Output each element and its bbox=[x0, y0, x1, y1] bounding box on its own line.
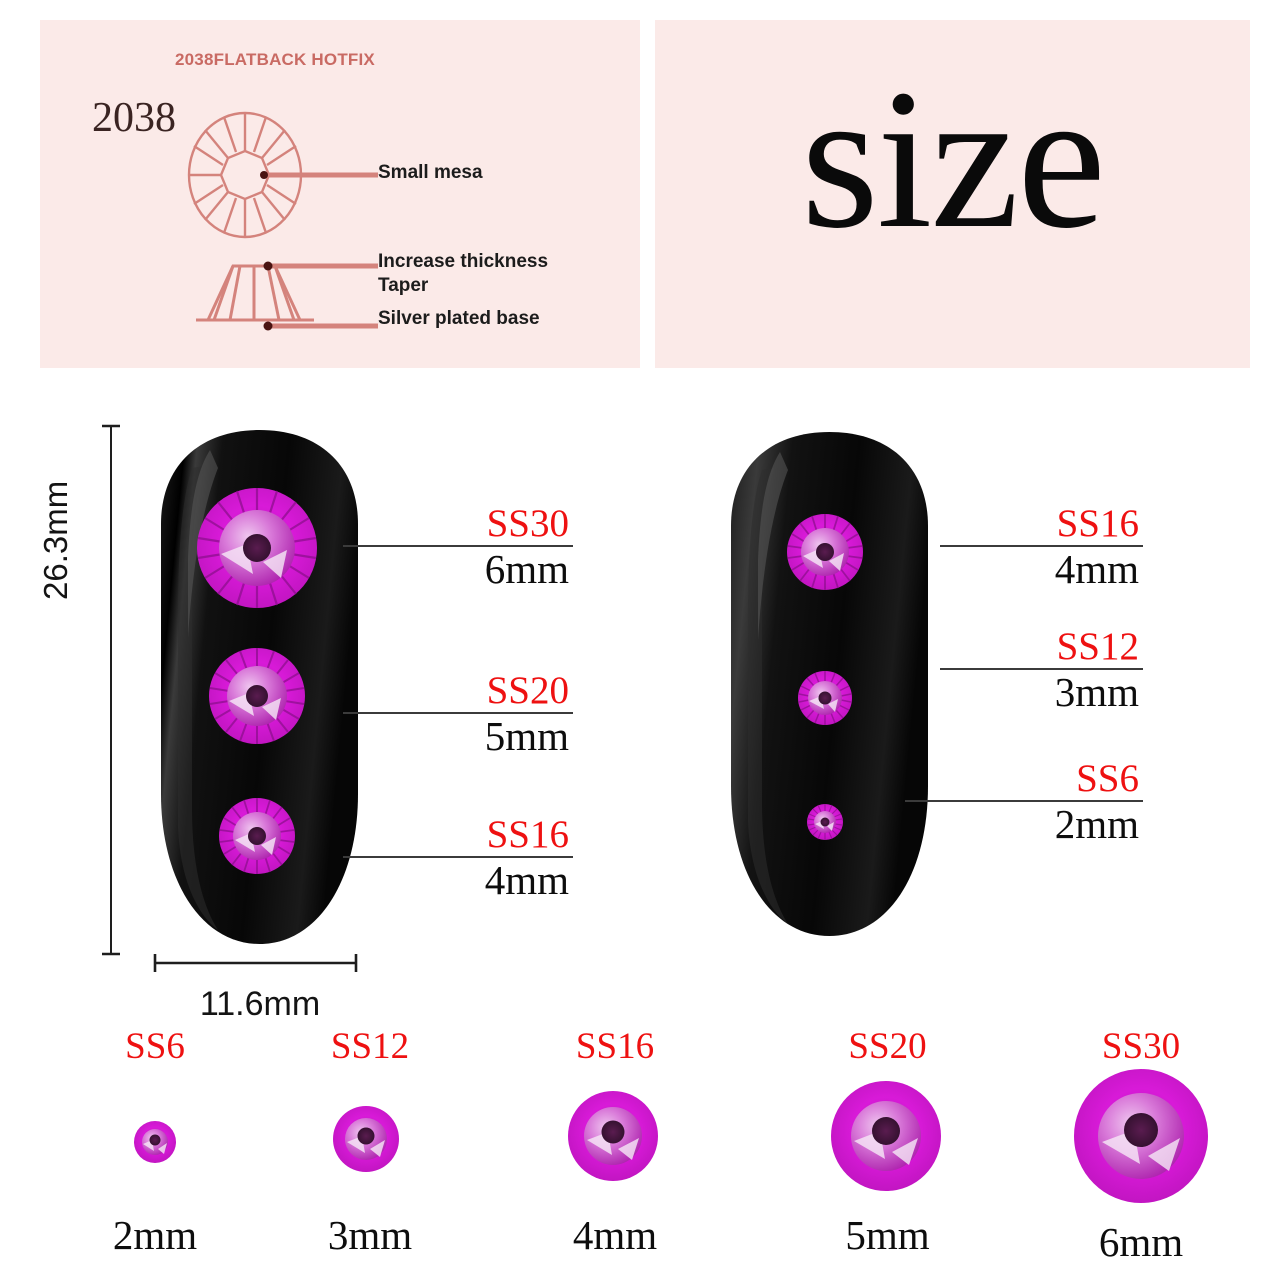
model-number-label: 2038 bbox=[92, 95, 176, 141]
leader-line bbox=[940, 668, 1143, 670]
leader-line bbox=[343, 545, 573, 547]
annotation-increase-thickness: Increase thickness bbox=[378, 251, 549, 272]
stone-ss6 bbox=[807, 804, 843, 840]
size-heading-panel bbox=[655, 20, 1250, 368]
leader-mm: 2mm bbox=[1054, 801, 1139, 847]
leader-line bbox=[940, 545, 1143, 547]
hotfix-title: 2038FLATBACK HOTFIX bbox=[175, 50, 375, 69]
product-info-panel bbox=[40, 20, 640, 368]
swatch-mm-ss16: 4mm bbox=[572, 1212, 658, 1258]
swatch-mm-ss20: 5mm bbox=[845, 1212, 930, 1258]
swatch-mm-ss30: 6mm bbox=[1098, 1219, 1184, 1265]
dimension-width-line bbox=[153, 954, 358, 972]
leader-line bbox=[343, 712, 573, 714]
nail-right-with-stones bbox=[731, 432, 928, 936]
leader-mm: 3mm bbox=[1054, 669, 1139, 715]
leader-mm: 6mm bbox=[484, 546, 569, 592]
swatch-stone-ss30 bbox=[1074, 1069, 1208, 1203]
stone-ss16 bbox=[219, 798, 295, 874]
leader-code: SS6 bbox=[1076, 757, 1139, 800]
flatback-top-view-diagram bbox=[187, 111, 378, 239]
leader-line bbox=[905, 800, 1143, 802]
swatch-code: SS30 bbox=[1101, 1026, 1181, 1067]
swatch-stone-ss20 bbox=[831, 1081, 941, 1191]
nail-left-with-stones bbox=[161, 430, 358, 944]
leader-mm: 5mm bbox=[484, 713, 569, 759]
stone-ss12 bbox=[798, 671, 852, 725]
stone-ss16 bbox=[787, 514, 863, 590]
annotation-small-mesa: Small mesa bbox=[378, 162, 483, 183]
swatch-stone-ss6 bbox=[134, 1121, 176, 1163]
swatch-stone-ss16 bbox=[568, 1091, 658, 1181]
swatch-code: SS16 bbox=[575, 1026, 655, 1067]
leader-code: SS16 bbox=[486, 813, 569, 856]
dimension-height-line bbox=[102, 424, 120, 956]
swatch-mm-ss6: 2mm bbox=[112, 1212, 198, 1258]
leader-line bbox=[343, 856, 573, 858]
stone-ss20 bbox=[209, 648, 305, 744]
swatch-code: SS20 bbox=[848, 1026, 927, 1067]
leader-mm: 4mm bbox=[484, 857, 569, 903]
swatch-code: SS12 bbox=[330, 1026, 410, 1067]
leader-code: SS12 bbox=[1056, 625, 1139, 668]
swatch-mm-ss12: 3mm bbox=[327, 1212, 413, 1258]
page-title: size bbox=[801, 49, 1106, 270]
stone-ss30 bbox=[197, 488, 317, 608]
dimension-height-label: 26.3mm bbox=[37, 480, 74, 600]
swatch-stone-ss12 bbox=[333, 1106, 399, 1172]
leader-code: SS20 bbox=[486, 669, 569, 712]
annotation-silver-plated-base: Silver plated base bbox=[378, 308, 540, 329]
leader-code: SS30 bbox=[486, 502, 569, 545]
leader-mm: 4mm bbox=[1054, 546, 1139, 592]
swatch-code: SS6 bbox=[125, 1026, 185, 1067]
annotation-taper: Taper bbox=[378, 275, 429, 296]
leader-code: SS16 bbox=[1056, 502, 1139, 545]
flatback-side-view-diagram bbox=[196, 261, 378, 331]
dimension-width-label: 11.6mm bbox=[199, 985, 321, 1023]
